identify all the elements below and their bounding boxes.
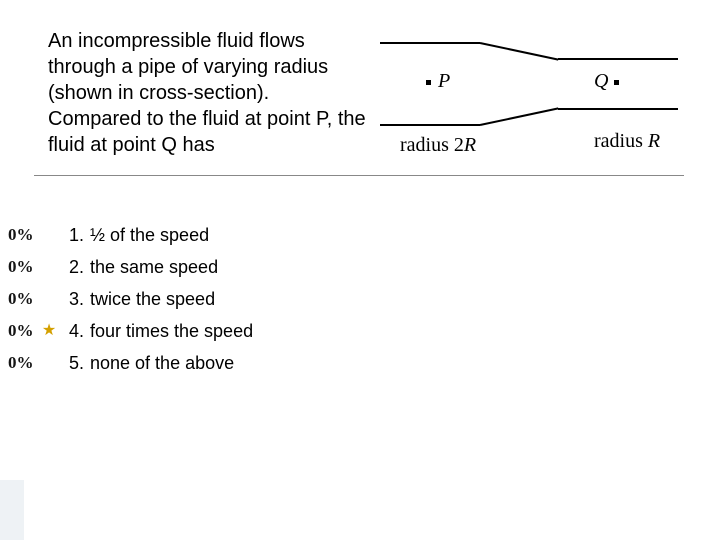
radius-right-label: radius R xyxy=(594,130,660,153)
thumbnail-strip xyxy=(0,480,24,540)
answer-number: 5. xyxy=(58,353,84,374)
point-q-dot xyxy=(614,80,619,85)
answer-number: 4. xyxy=(58,321,84,342)
answer-row[interactable]: 0% 5. none of the above xyxy=(0,348,360,378)
answer-number: 1. xyxy=(58,225,84,246)
pipe-line xyxy=(380,42,480,44)
answer-text: twice the speed xyxy=(84,289,215,310)
slide: An incompressible fluid flows through a … xyxy=(0,0,720,540)
pipe-line xyxy=(558,108,678,110)
answer-percent: 0% xyxy=(0,289,40,309)
answer-number: 2. xyxy=(58,257,84,278)
radius-left-label: radius 2R xyxy=(400,134,476,157)
answer-list: 0% 1. ½ of the speed 0% 2. the same spee… xyxy=(0,220,360,380)
answer-text: the same speed xyxy=(84,257,218,278)
answer-text: none of the above xyxy=(84,353,234,374)
pipe-diagram: P Q radius 2R radius R xyxy=(380,30,700,180)
pipe-line xyxy=(558,58,678,60)
question-text: An incompressible fluid flows through a … xyxy=(48,28,368,158)
answer-row[interactable]: 0% 1. ½ of the speed xyxy=(0,220,360,250)
point-p-dot xyxy=(426,80,431,85)
point-p-label: P xyxy=(438,70,450,93)
answer-percent: 0% xyxy=(0,225,40,245)
answer-star: ★ xyxy=(40,323,58,339)
star-icon: ★ xyxy=(42,322,56,339)
answer-percent: 0% xyxy=(0,321,40,341)
point-q-label: Q xyxy=(594,70,608,93)
pipe-line xyxy=(380,124,480,126)
answer-row[interactable]: 0% 3. twice the speed xyxy=(0,284,360,314)
divider xyxy=(34,175,684,176)
answer-text: ½ of the speed xyxy=(84,225,209,246)
answer-row[interactable]: 0% 2. the same speed xyxy=(0,252,360,282)
pipe-line xyxy=(480,42,559,61)
answer-percent: 0% xyxy=(0,353,40,373)
answer-row[interactable]: 0% ★ 4. four times the speed xyxy=(0,316,360,346)
answer-text: four times the speed xyxy=(84,321,253,342)
pipe-line xyxy=(480,107,559,126)
answer-number: 3. xyxy=(58,289,84,310)
answer-percent: 0% xyxy=(0,257,40,277)
